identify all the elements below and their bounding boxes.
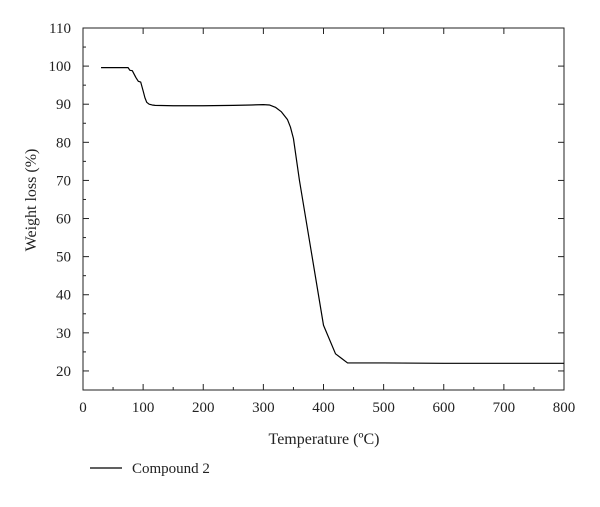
series-layer <box>101 67 564 364</box>
series-line-0 <box>101 67 564 364</box>
legend: Compound 2 <box>90 461 210 477</box>
plot-frame <box>82 27 565 391</box>
y-tick-label-30: 30 <box>56 326 71 342</box>
y-tick-label-20: 20 <box>56 364 71 380</box>
y-tick-label-40: 40 <box>56 288 71 304</box>
y-axis-title: Weight loss (%) <box>23 149 40 252</box>
x-axis-title: Temperature (ºC) <box>269 431 380 448</box>
plot-area <box>82 27 565 391</box>
y-tick-label-110: 110 <box>49 21 71 37</box>
x-tick-label-400: 400 <box>312 400 335 416</box>
y-tick-label-90: 90 <box>56 97 71 113</box>
x-tick-label-700: 700 <box>493 400 516 416</box>
x-tick-label-200: 200 <box>192 400 215 416</box>
x-tick-label-100: 100 <box>132 400 155 416</box>
x-tick-label-300: 300 <box>252 400 275 416</box>
x-tick-label-500: 500 <box>372 400 395 416</box>
x-tick-label-600: 600 <box>433 400 456 416</box>
x-tick-label-800: 800 <box>553 400 576 416</box>
x-tick-label-0: 0 <box>79 400 87 416</box>
y-tick-label-50: 50 <box>56 250 71 266</box>
y-tick-label-60: 60 <box>56 212 71 228</box>
axis-ticks <box>82 27 565 390</box>
y-tick-label-80: 80 <box>56 135 71 151</box>
y-tick-label-70: 70 <box>56 173 71 189</box>
tick-labels: 0 100 200 300 400 500 600 700 800 20 30 40 50 60 70 80 9… <box>49 21 576 416</box>
legend-label-compound-2: Compound 2 <box>132 461 210 477</box>
y-tick-label-100: 100 <box>49 59 72 75</box>
